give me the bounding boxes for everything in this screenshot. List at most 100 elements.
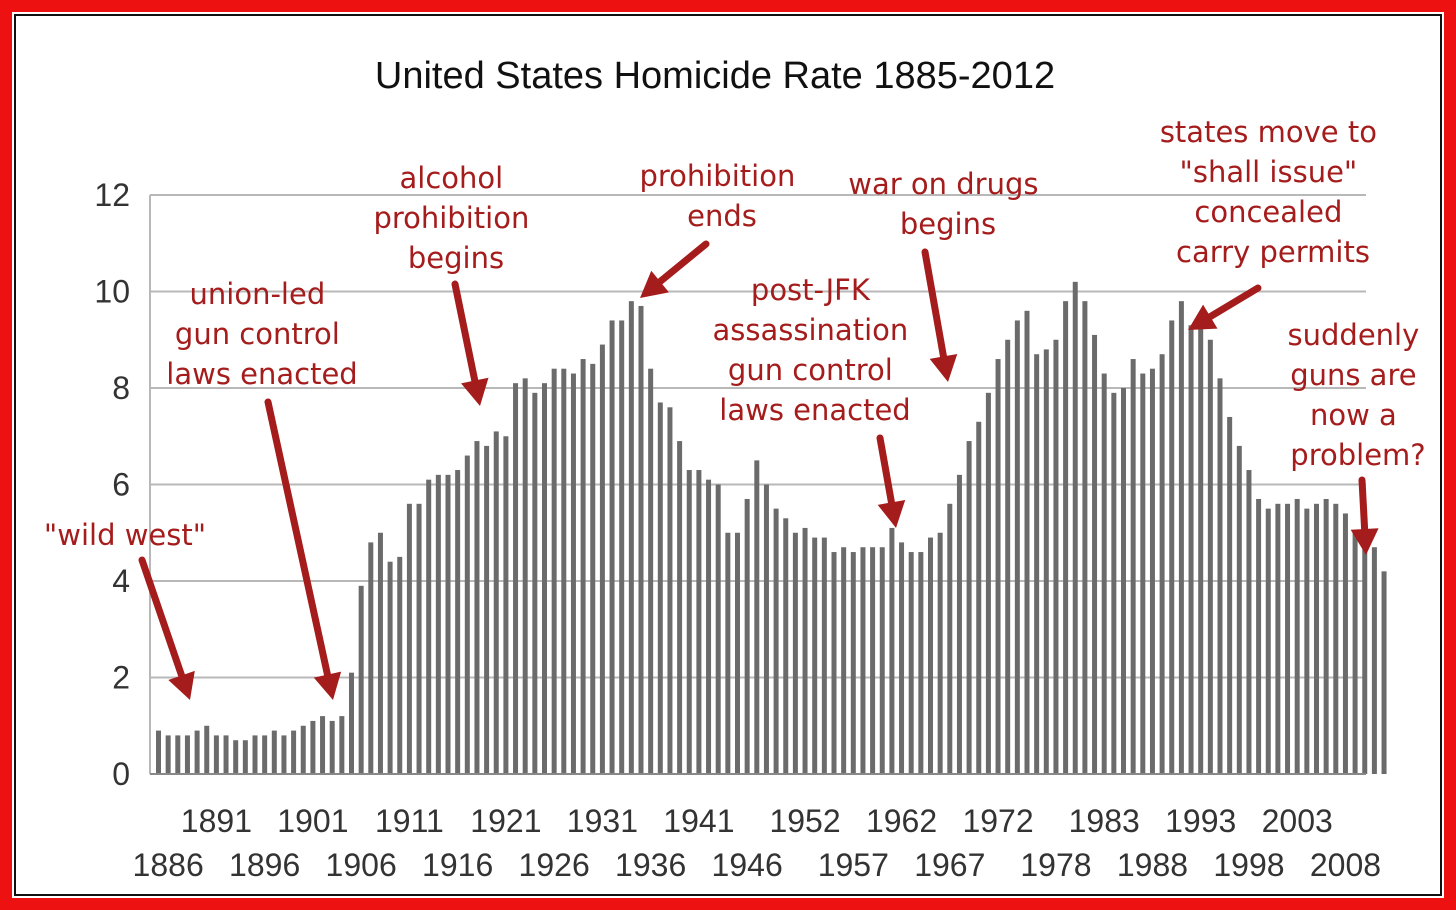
arrow-head xyxy=(929,353,958,382)
annotation-line: begins xyxy=(900,207,996,241)
x-tick-label: 1901 xyxy=(277,803,348,839)
bar xyxy=(300,725,306,774)
annotation-post-jfk: post-JFK assassination gun control laws … xyxy=(713,273,918,427)
bar xyxy=(802,527,808,774)
annotation-arrow xyxy=(451,280,489,406)
x-tick-label: 1911 xyxy=(375,803,444,839)
bar xyxy=(899,542,905,774)
bar xyxy=(445,474,451,774)
bar xyxy=(377,532,383,774)
bar xyxy=(1304,508,1310,774)
annotation-suddenly: suddenly guns are now a problem? xyxy=(1288,318,1429,472)
bar xyxy=(242,740,248,774)
arrow-head xyxy=(168,670,195,700)
bar xyxy=(349,672,354,774)
annotation-line: assassination xyxy=(713,313,909,347)
y-tick-label: 4 xyxy=(112,563,130,599)
y-tick-label: 8 xyxy=(112,370,130,406)
bar xyxy=(1333,503,1339,774)
bar xyxy=(513,383,519,774)
y-tick-label: 0 xyxy=(112,756,130,792)
annotation-line: laws enacted xyxy=(719,393,910,427)
bar xyxy=(1207,339,1213,774)
annotation-arrow xyxy=(138,556,195,700)
bar xyxy=(1140,373,1146,774)
annotation-union-led: union-led gun control laws enacted xyxy=(166,277,357,391)
bar xyxy=(156,730,161,774)
annotation-war-on-drugs: war on drugs begins xyxy=(848,167,1047,241)
annotation-arrow xyxy=(640,240,710,298)
bar xyxy=(609,320,615,774)
x-tick-label: 2003 xyxy=(1262,803,1333,839)
bar xyxy=(233,740,239,774)
annotation-line: laws enacted xyxy=(166,357,357,391)
bar xyxy=(1082,301,1088,774)
annotation-line: carry permits xyxy=(1176,235,1370,269)
bar xyxy=(1014,320,1020,774)
annotation-line: problem? xyxy=(1290,438,1425,472)
y-tick-label: 10 xyxy=(94,274,130,310)
bar xyxy=(1246,470,1252,774)
y-axis-ticks: 0 2 4 6 8 10 12 xyxy=(94,177,130,792)
bar xyxy=(1121,388,1126,774)
arrow-head xyxy=(877,499,906,528)
bar xyxy=(1053,339,1059,774)
bar xyxy=(744,498,750,774)
bar xyxy=(590,363,596,774)
annotation-prohibition-ends: prohibition ends xyxy=(639,159,804,233)
x-tick-label: 1978 xyxy=(1020,847,1091,883)
annotation-line: prohibition xyxy=(373,201,529,235)
annotation-arrow xyxy=(264,398,342,700)
arrow-shaft xyxy=(921,248,947,360)
bar xyxy=(1323,498,1329,774)
bar xyxy=(956,474,962,774)
annotation-line: gun control xyxy=(175,317,340,351)
bar xyxy=(638,305,644,774)
bar xyxy=(657,402,663,774)
arrow-shaft xyxy=(451,280,479,385)
x-tick-label: 1962 xyxy=(866,803,937,839)
bar xyxy=(252,735,258,774)
bar xyxy=(985,392,991,774)
bar xyxy=(860,547,866,774)
bar xyxy=(1159,354,1165,774)
bar xyxy=(570,373,576,774)
bar xyxy=(947,503,953,774)
bars xyxy=(150,281,1387,775)
bar xyxy=(1169,320,1175,774)
bar xyxy=(542,383,547,774)
x-tick-label: 1926 xyxy=(519,847,590,883)
annotation-line: suddenly xyxy=(1288,318,1420,352)
annotation-line: states move to xyxy=(1160,115,1377,149)
bar xyxy=(928,537,933,774)
annotation-line: now a xyxy=(1310,398,1397,432)
bar xyxy=(271,730,277,774)
bar xyxy=(580,359,586,774)
inner-border xyxy=(14,14,1442,896)
bar xyxy=(522,378,528,774)
bar xyxy=(918,552,924,774)
bar xyxy=(995,359,1001,774)
x-tick-label: 1946 xyxy=(712,847,783,883)
annotation-line: guns are xyxy=(1290,358,1416,392)
x-tick-label: 1936 xyxy=(615,847,686,883)
bar xyxy=(358,585,364,774)
bar xyxy=(291,730,297,774)
annotation-line: "shall issue" xyxy=(1180,155,1358,189)
x-tick-label: 1921 xyxy=(470,803,541,839)
annotation-line: prohibition xyxy=(639,159,795,193)
bar xyxy=(1024,310,1030,774)
bar xyxy=(416,503,422,774)
arrow-shaft xyxy=(1358,476,1369,533)
arrow-shaft xyxy=(656,240,710,286)
annotation-line: war on drugs xyxy=(848,167,1038,201)
annotation-line: gun control xyxy=(728,353,893,387)
bar xyxy=(599,344,605,774)
bar xyxy=(648,368,654,774)
arrow-head xyxy=(1350,528,1379,555)
x-axis-ticks: 1891 1901 1911 1921 1931 1941 1952 1962 1972 1983… xyxy=(133,803,1381,883)
bar xyxy=(706,479,712,774)
bar xyxy=(1101,373,1107,774)
bar xyxy=(1005,339,1011,774)
